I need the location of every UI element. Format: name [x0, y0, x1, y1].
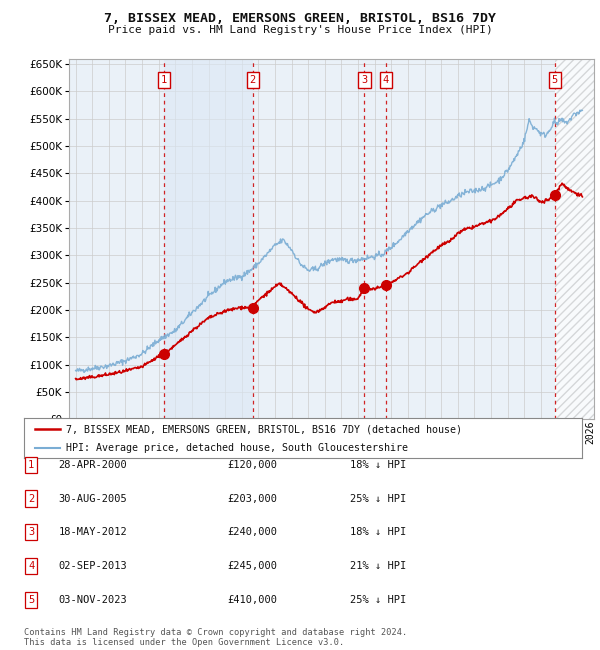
- Text: 18% ↓ HPI: 18% ↓ HPI: [350, 460, 406, 470]
- Bar: [555, 58, 594, 419]
- Text: £203,000: £203,000: [227, 493, 277, 504]
- Text: £240,000: £240,000: [227, 527, 277, 538]
- Text: 4: 4: [383, 75, 389, 85]
- Text: £120,000: £120,000: [227, 460, 277, 470]
- Text: HPI: Average price, detached house, South Gloucestershire: HPI: Average price, detached house, Sout…: [66, 443, 408, 453]
- Text: 3: 3: [361, 75, 368, 85]
- Text: 18% ↓ HPI: 18% ↓ HPI: [350, 527, 406, 538]
- Text: 28-APR-2000: 28-APR-2000: [59, 460, 127, 470]
- Text: 18-MAY-2012: 18-MAY-2012: [59, 527, 127, 538]
- Text: 7, BISSEX MEAD, EMERSONS GREEN, BRISTOL, BS16 7DY: 7, BISSEX MEAD, EMERSONS GREEN, BRISTOL,…: [104, 12, 496, 25]
- Text: £245,000: £245,000: [227, 561, 277, 571]
- Text: 1: 1: [28, 460, 34, 470]
- Text: 02-SEP-2013: 02-SEP-2013: [59, 561, 127, 571]
- Text: 25% ↓ HPI: 25% ↓ HPI: [350, 493, 406, 504]
- Text: Contains HM Land Registry data © Crown copyright and database right 2024.
This d: Contains HM Land Registry data © Crown c…: [24, 628, 407, 647]
- Bar: [555, 58, 594, 419]
- Text: 30-AUG-2005: 30-AUG-2005: [59, 493, 127, 504]
- Text: Price paid vs. HM Land Registry's House Price Index (HPI): Price paid vs. HM Land Registry's House …: [107, 25, 493, 34]
- Text: 03-NOV-2023: 03-NOV-2023: [59, 595, 127, 605]
- Text: 21% ↓ HPI: 21% ↓ HPI: [350, 561, 406, 571]
- Text: 7, BISSEX MEAD, EMERSONS GREEN, BRISTOL, BS16 7DY (detached house): 7, BISSEX MEAD, EMERSONS GREEN, BRISTOL,…: [66, 424, 462, 434]
- Bar: [164, 58, 253, 419]
- Text: 2: 2: [250, 75, 256, 85]
- Text: 4: 4: [28, 561, 34, 571]
- Text: 25% ↓ HPI: 25% ↓ HPI: [350, 595, 406, 605]
- Text: £410,000: £410,000: [227, 595, 277, 605]
- Text: 5: 5: [551, 75, 558, 85]
- Text: 1: 1: [161, 75, 167, 85]
- Text: 3: 3: [28, 527, 34, 538]
- Text: 2: 2: [28, 493, 34, 504]
- Text: 5: 5: [28, 595, 34, 605]
